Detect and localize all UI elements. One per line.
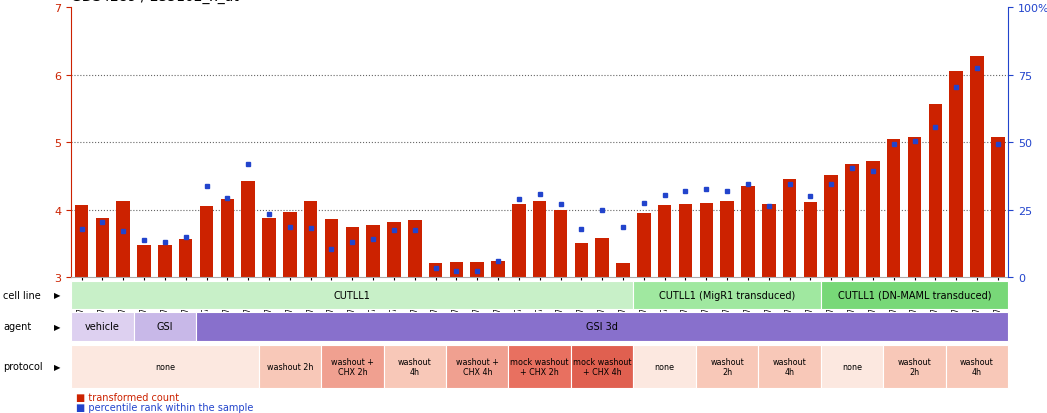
Bar [696,345,758,388]
Text: washout
4h: washout 4h [773,357,806,376]
Text: washout +
CHX 2h: washout + CHX 2h [331,357,374,376]
Bar [533,202,547,278]
Bar [408,220,422,278]
Text: ▶: ▶ [54,322,61,331]
Text: washout
4h: washout 4h [960,357,994,376]
Bar [658,206,671,278]
Text: mock washout
+ CHX 4h: mock washout + CHX 4h [573,357,631,376]
Bar [762,204,776,278]
Bar [383,345,446,388]
Bar [758,345,821,388]
Text: protocol: protocol [3,361,43,372]
Text: mock washout
+ CHX 2h: mock washout + CHX 2h [511,357,569,376]
Bar [137,246,151,278]
Text: washout
4h: washout 4h [398,357,431,376]
Text: GSI 3d: GSI 3d [586,322,618,332]
Text: GSI: GSI [157,322,173,332]
Text: CUTLL1 (DN-MAML transduced): CUTLL1 (DN-MAML transduced) [838,290,992,300]
Text: none: none [842,362,862,371]
Bar [971,57,984,278]
Text: CUTLL1: CUTLL1 [334,290,371,300]
Text: agent: agent [3,322,31,332]
Bar [446,345,509,388]
Bar [575,244,588,278]
Bar [845,164,859,278]
Bar [470,263,484,278]
Text: ■ transformed count: ■ transformed count [76,392,179,402]
Text: ■ percentile rank within the sample: ■ percentile rank within the sample [76,402,253,412]
Bar [200,207,214,278]
Bar [387,222,401,278]
Bar [71,281,633,309]
Bar [945,345,1008,388]
Bar [512,205,526,278]
Bar [908,138,921,278]
Bar [637,214,650,278]
Bar [95,218,109,278]
Bar [304,202,317,278]
Text: GDS4289 / 235102_x_at: GDS4289 / 235102_x_at [71,0,239,4]
Bar [804,202,818,278]
Text: ▶: ▶ [54,362,61,371]
Bar [262,218,275,278]
Bar [221,199,235,278]
Bar [259,345,321,388]
Text: ▶: ▶ [54,291,61,299]
Text: cell line: cell line [3,290,41,300]
Bar [887,140,900,278]
Bar [884,345,945,388]
Bar [571,345,633,388]
Bar [678,205,692,278]
Bar [242,182,255,278]
Text: washout 2h: washout 2h [267,362,313,371]
Bar [116,202,130,278]
Bar [596,238,609,278]
Text: washout
2h: washout 2h [897,357,932,376]
Bar [824,175,838,278]
Bar [741,187,755,278]
Text: washout +
CHX 4h: washout + CHX 4h [455,357,498,376]
Bar [196,312,1008,342]
Bar [321,345,383,388]
Bar [449,263,463,278]
Bar [617,263,630,278]
Bar [783,180,797,278]
Bar [866,162,879,278]
Bar [491,261,505,278]
Text: CUTLL1 (MigR1 transduced): CUTLL1 (MigR1 transduced) [659,290,796,300]
Text: none: none [654,362,674,371]
Bar [821,281,1008,309]
Bar [992,138,1005,278]
Text: none: none [155,362,175,371]
Bar [179,240,193,278]
Bar [71,345,259,388]
Bar [720,202,734,278]
Bar [950,71,963,278]
Text: washout
2h: washout 2h [710,357,744,376]
Bar [283,213,296,278]
Bar [554,210,567,278]
Bar [633,345,696,388]
Bar [509,345,571,388]
Bar [821,345,884,388]
Text: vehicle: vehicle [85,322,119,332]
Bar [71,312,134,342]
Bar [158,246,172,278]
Bar [429,263,443,278]
Bar [346,228,359,278]
Bar [134,312,196,342]
Bar [633,281,821,309]
Bar [74,206,88,278]
Bar [699,204,713,278]
Bar [325,220,338,278]
Bar [366,225,380,278]
Bar [929,105,942,278]
